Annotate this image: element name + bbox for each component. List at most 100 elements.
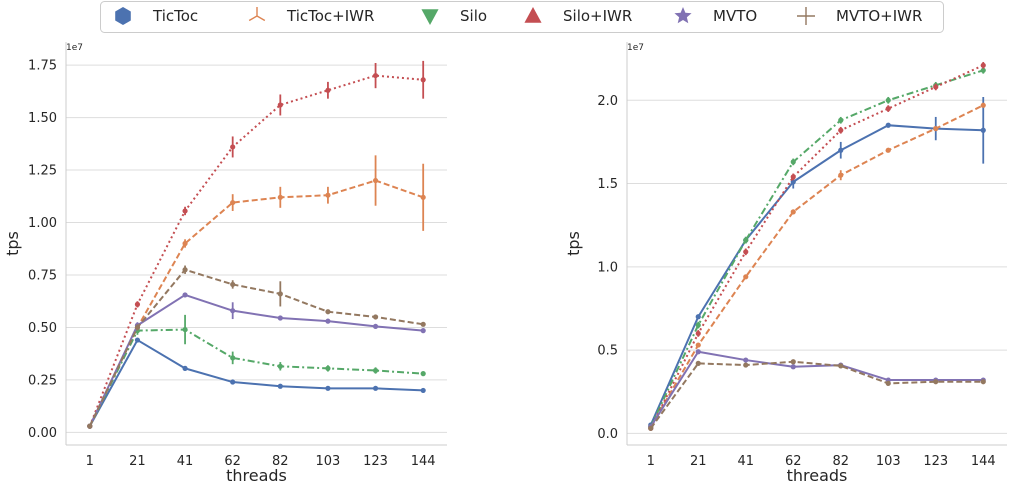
legend-entry-silo: Silo	[421, 7, 487, 25]
data-point	[325, 192, 331, 198]
legend-label: TicToc	[152, 7, 198, 25]
right-chart: 0.0 0.5 1.0 1.5 2.0 1 21 41 62 82 103 123 144 1e7 thre…	[564, 42, 1007, 485]
data-point	[885, 380, 891, 386]
series-line	[649, 360, 984, 429]
series-line	[88, 328, 424, 427]
data-point	[695, 322, 701, 328]
series-line	[88, 339, 424, 427]
series-tictoc-plus-iwr	[648, 102, 986, 430]
left-chart: 0.00 0.25 0.50 0.75 1.00 1.25 1.50 1.75 1 21 41 62 8…	[3, 42, 447, 485]
legend-entry-mvto-plus-iwr: MVTO+IWR	[797, 7, 922, 25]
legend-marker-hexagon-icon	[115, 7, 131, 25]
data-point	[885, 106, 891, 112]
x-tick-label: 62	[224, 454, 241, 469]
legend-label: Silo	[460, 7, 487, 25]
y-offset-label: 1e7	[66, 43, 83, 53]
data-point	[933, 125, 939, 132]
data-point	[743, 237, 749, 243]
data-point	[743, 357, 749, 363]
y-tick-label: 0.0	[597, 427, 618, 442]
series-tictoc	[87, 337, 426, 429]
data-point	[838, 127, 844, 133]
x-tick-label: 123	[923, 454, 948, 469]
x-tick-label: 103	[876, 454, 901, 469]
legend-entry-tictoc-plus-iwr: TicToc+IWR	[248, 7, 374, 25]
x-tick-label: 62	[785, 454, 802, 469]
data-point	[277, 315, 283, 321]
series-line	[88, 268, 424, 427]
y-tick-label: 1.0	[597, 260, 618, 275]
data-point	[182, 326, 188, 333]
x-tick-label: 144	[411, 454, 436, 469]
data-point	[980, 62, 986, 68]
data-point	[325, 385, 331, 391]
data-point	[230, 281, 236, 288]
data-point	[420, 321, 426, 327]
x-tick-label: 82	[272, 454, 289, 469]
data-point	[372, 367, 379, 374]
x-tick-label: 21	[129, 454, 146, 469]
data-point	[838, 363, 844, 369]
data-point	[230, 355, 236, 361]
legend-label: Silo+IWR	[563, 7, 632, 25]
data-point	[695, 330, 701, 337]
legend-entry-mvto: MVTO	[674, 7, 757, 25]
data-point	[695, 342, 701, 348]
data-point	[885, 122, 891, 128]
data-point	[743, 274, 749, 280]
data-point	[372, 385, 379, 391]
data-point	[790, 159, 796, 165]
legend-entry-tictoc: TicToc	[115, 7, 198, 25]
series-line	[88, 179, 424, 427]
y-tick-label: 2.0	[597, 94, 618, 109]
legend-label: MVTO	[713, 7, 757, 25]
series-line	[88, 293, 424, 427]
data-point	[980, 379, 986, 385]
data-point	[372, 72, 379, 79]
data-point	[420, 77, 426, 83]
x-tick-label: 21	[690, 454, 707, 469]
data-point	[933, 84, 939, 90]
y-offset-label: 1e7	[627, 43, 644, 53]
data-point	[885, 97, 891, 103]
legend-marker-triangle-up-icon	[524, 7, 542, 23]
y-tick-label: 0.5	[597, 344, 618, 359]
data-point	[277, 194, 283, 200]
series-mvto-plus-iwr	[648, 359, 986, 431]
data-point	[372, 314, 379, 320]
data-point	[277, 363, 283, 369]
y-tick-label: 1.25	[28, 164, 57, 179]
y-tick-label: 0.50	[28, 321, 57, 336]
data-point	[743, 249, 749, 255]
data-point	[885, 147, 891, 153]
data-point	[695, 314, 701, 320]
data-point	[695, 360, 701, 367]
legend-marker-plus-icon	[797, 7, 815, 25]
y-tick-label: 1.50	[28, 111, 57, 126]
series-line	[649, 350, 984, 428]
grid	[627, 99, 1007, 434]
data-point	[790, 174, 796, 180]
data-point	[230, 199, 236, 206]
data-point	[277, 291, 283, 297]
x-tick-label: 41	[737, 454, 754, 469]
data-point	[277, 102, 283, 108]
series-mvto	[87, 292, 426, 429]
data-point	[420, 371, 426, 377]
y-tick-label: 1.5	[597, 177, 618, 192]
data-point	[695, 349, 701, 355]
data-point	[134, 301, 141, 307]
series-silo	[87, 314, 426, 429]
data-point	[790, 359, 796, 365]
data-point	[838, 172, 844, 178]
y-tick-label: 0.00	[28, 426, 57, 441]
data-point	[325, 318, 331, 324]
legend: TicToc TicToc+IWR Silo Silo+IWR MVTO MVTO+IWR	[100, 1, 944, 33]
data-point	[182, 240, 188, 247]
legend-marker-triangle-down-icon	[421, 9, 439, 25]
series-line	[88, 74, 424, 427]
data-point	[838, 117, 844, 123]
series-line	[649, 69, 984, 428]
legend-entry-silo-plus-iwr: Silo+IWR	[524, 7, 632, 25]
